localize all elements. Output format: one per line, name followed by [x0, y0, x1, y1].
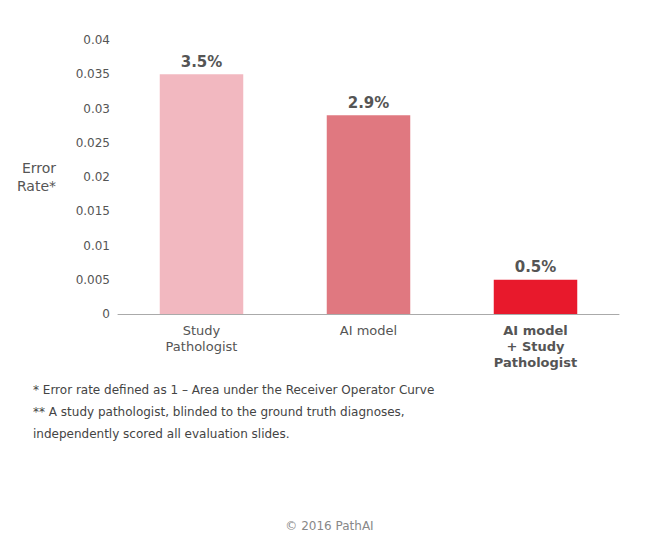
svg-text:Error: Error: [22, 160, 56, 176]
svg-text:Pathologist: Pathologist: [494, 355, 577, 370]
svg-text:0.03: 0.03: [83, 102, 110, 116]
svg-text:0.025: 0.025: [76, 136, 110, 150]
svg-text:0.015: 0.015: [76, 204, 110, 218]
svg-text:AI model: AI model: [340, 323, 397, 338]
svg-text:independently scored all evalu: independently scored all evaluation slid…: [33, 427, 290, 441]
svg-text:0.02: 0.02: [83, 170, 110, 184]
svg-text:2.9%: 2.9%: [348, 94, 390, 112]
svg-text:0.04: 0.04: [83, 33, 110, 47]
svg-text:Study: Study: [183, 323, 221, 338]
svg-text:0.5%: 0.5%: [515, 258, 557, 276]
svg-text:+ Study: + Study: [506, 339, 565, 354]
svg-text:0.035: 0.035: [76, 67, 110, 81]
svg-text:Rate*: Rate*: [17, 178, 56, 194]
svg-text:0: 0: [102, 307, 110, 321]
svg-text:* Error rate defined as 1 – Ar: * Error rate defined as 1 – Area under t…: [33, 383, 434, 397]
svg-text:Pathologist: Pathologist: [166, 339, 238, 354]
svg-text:© 2016 PathAI: © 2016 PathAI: [285, 519, 373, 533]
svg-text:AI model: AI model: [503, 323, 567, 338]
svg-text:3.5%: 3.5%: [181, 53, 223, 71]
svg-text:0.005: 0.005: [76, 273, 110, 287]
svg-text:** A study pathologist, blinde: ** A study pathologist, blinded to the g…: [33, 405, 405, 419]
svg-text:0.01: 0.01: [83, 239, 110, 253]
